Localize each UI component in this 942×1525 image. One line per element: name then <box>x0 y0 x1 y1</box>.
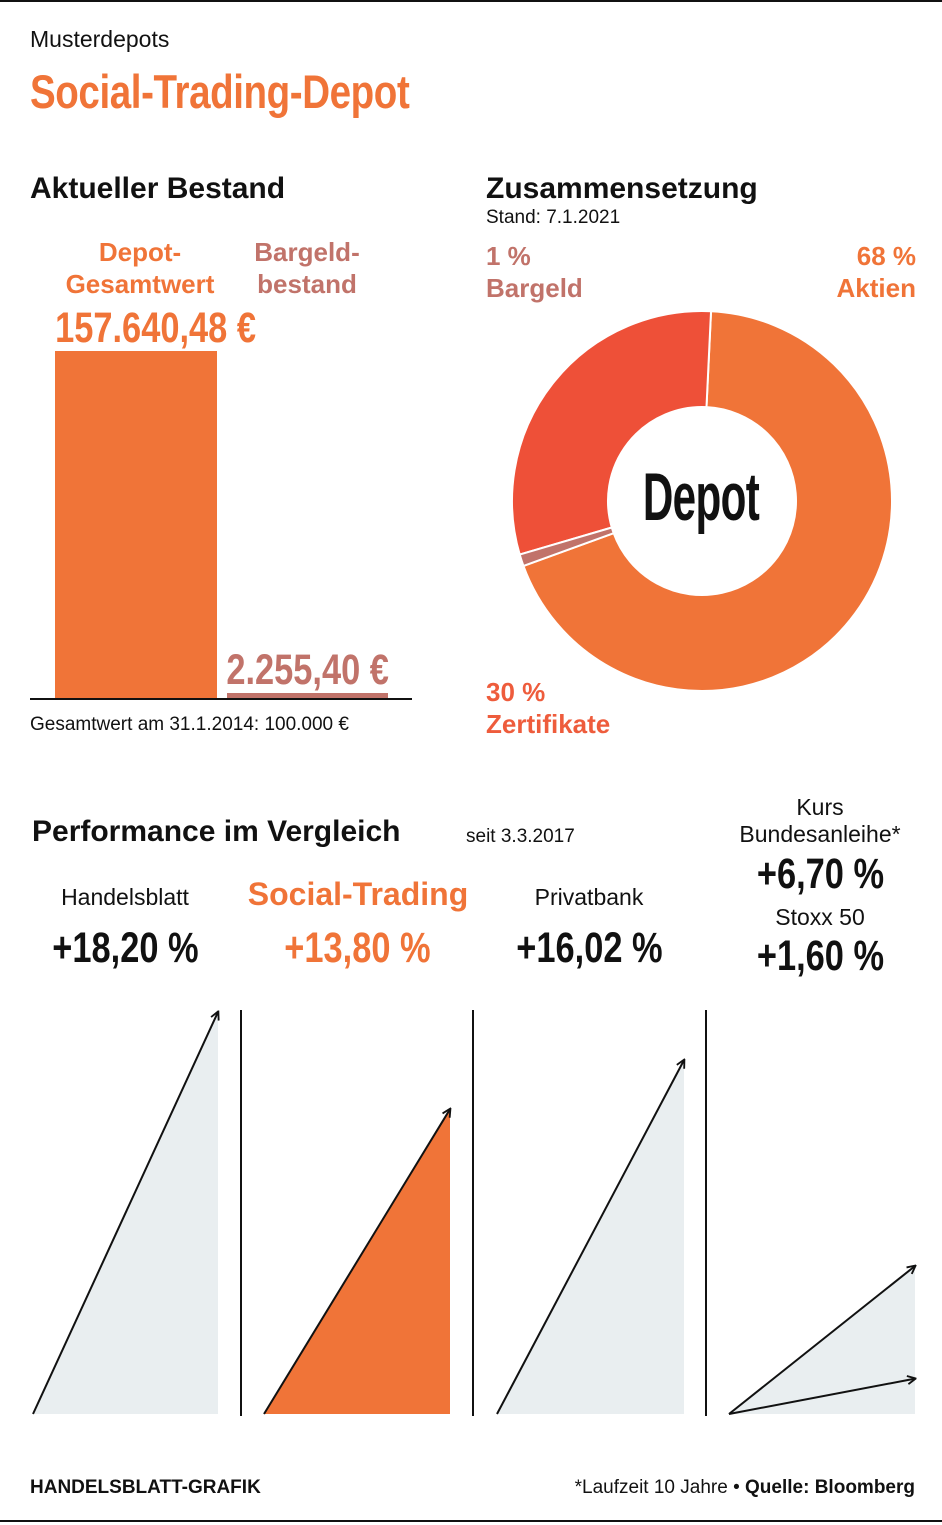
panel-4-value-b: +1,60 % <box>756 932 884 980</box>
kicker: Musterdepots <box>30 26 170 52</box>
depot-label: Depot- Gesamtwert <box>30 236 250 300</box>
bargeld-pct: 1 % <box>486 241 531 271</box>
bottom-rule <box>0 1520 942 1522</box>
panel-4-name-b: Stoxx 50 <box>775 904 865 930</box>
bestand-title: Aktueller Bestand <box>30 172 286 205</box>
panel-1-value: +18,20 % <box>51 924 199 972</box>
performance-title: Performance im Vergleich <box>32 815 401 848</box>
performance-arrow-4 <box>728 1266 915 1415</box>
performance-since: seit 3.3.2017 <box>466 826 575 847</box>
bar-1 <box>55 351 217 698</box>
page-title: Social-Trading-Depot <box>30 65 410 118</box>
performance-arrow-5 <box>728 1379 915 1415</box>
aktien-pct: 68 % <box>856 241 916 271</box>
aktien-legend: 68 % Aktien <box>800 240 916 304</box>
cash-label: Bargeld- bestand <box>212 236 402 300</box>
panel-2-value: +13,80 % <box>283 924 431 972</box>
depot-label-line2: Gesamtwert <box>65 269 215 299</box>
top-rule <box>0 0 942 2</box>
cash-label-line2: bestand <box>257 269 357 299</box>
panel-2-name: Social-Trading <box>247 876 469 912</box>
panel-4-value: +6,70 % <box>756 850 884 898</box>
zertifikate-legend: 30 % Zertifikate <box>486 676 610 740</box>
bargeld-legend: 1 % Bargeld <box>486 240 583 304</box>
panel-1-name: Handelsblatt <box>61 884 189 910</box>
composition-stand: Stand: 7.1.2021 <box>486 207 621 228</box>
depot-label-line1: Depot- <box>98 237 182 267</box>
footer-credit: HANDELSBLATT-GRAFIK <box>30 1477 261 1498</box>
composition-title: Zusammensetzung <box>486 172 758 205</box>
bar-2 <box>227 693 388 698</box>
performance-arrow-1 <box>32 1012 218 1415</box>
performance-arrow-3 <box>496 1060 684 1415</box>
donut-slice-zertifikate <box>511 310 713 556</box>
panel-4-name-line2: Bundesanleihe* <box>739 821 901 847</box>
zertifikate-name: Zertifikate <box>486 709 611 739</box>
donut-slice-bargeld <box>518 526 615 568</box>
panel-4-name-line1: Kurs <box>796 794 844 820</box>
depot-value: 157.640,48 € <box>55 304 256 352</box>
footer-bullet: • <box>733 1477 740 1498</box>
panel-3-name: Privatbank <box>534 884 644 910</box>
performance-arrow-2 <box>263 1109 450 1415</box>
zertifikate-pct: 30 % <box>486 677 546 707</box>
donut-center-label: Depot <box>642 459 760 535</box>
footer-source: Quelle: Bloomberg <box>745 1477 915 1498</box>
bestand-footnote: Gesamtwert am 31.1.2014: 100.000 € <box>30 714 349 735</box>
cash-label-line1: Bargeld- <box>254 237 360 267</box>
cash-value: 2.255,40 € <box>226 646 390 694</box>
footer-source-line: *Laufzeit 10 Jahre • Quelle: Bloomberg <box>575 1477 915 1499</box>
footer-note: *Laufzeit 10 Jahre <box>574 1477 728 1498</box>
panel-3-value: +16,02 % <box>515 924 663 972</box>
aktien-name: Aktien <box>836 273 916 303</box>
donut-slice-aktien <box>522 310 893 692</box>
bargeld-name: Bargeld <box>486 273 583 303</box>
